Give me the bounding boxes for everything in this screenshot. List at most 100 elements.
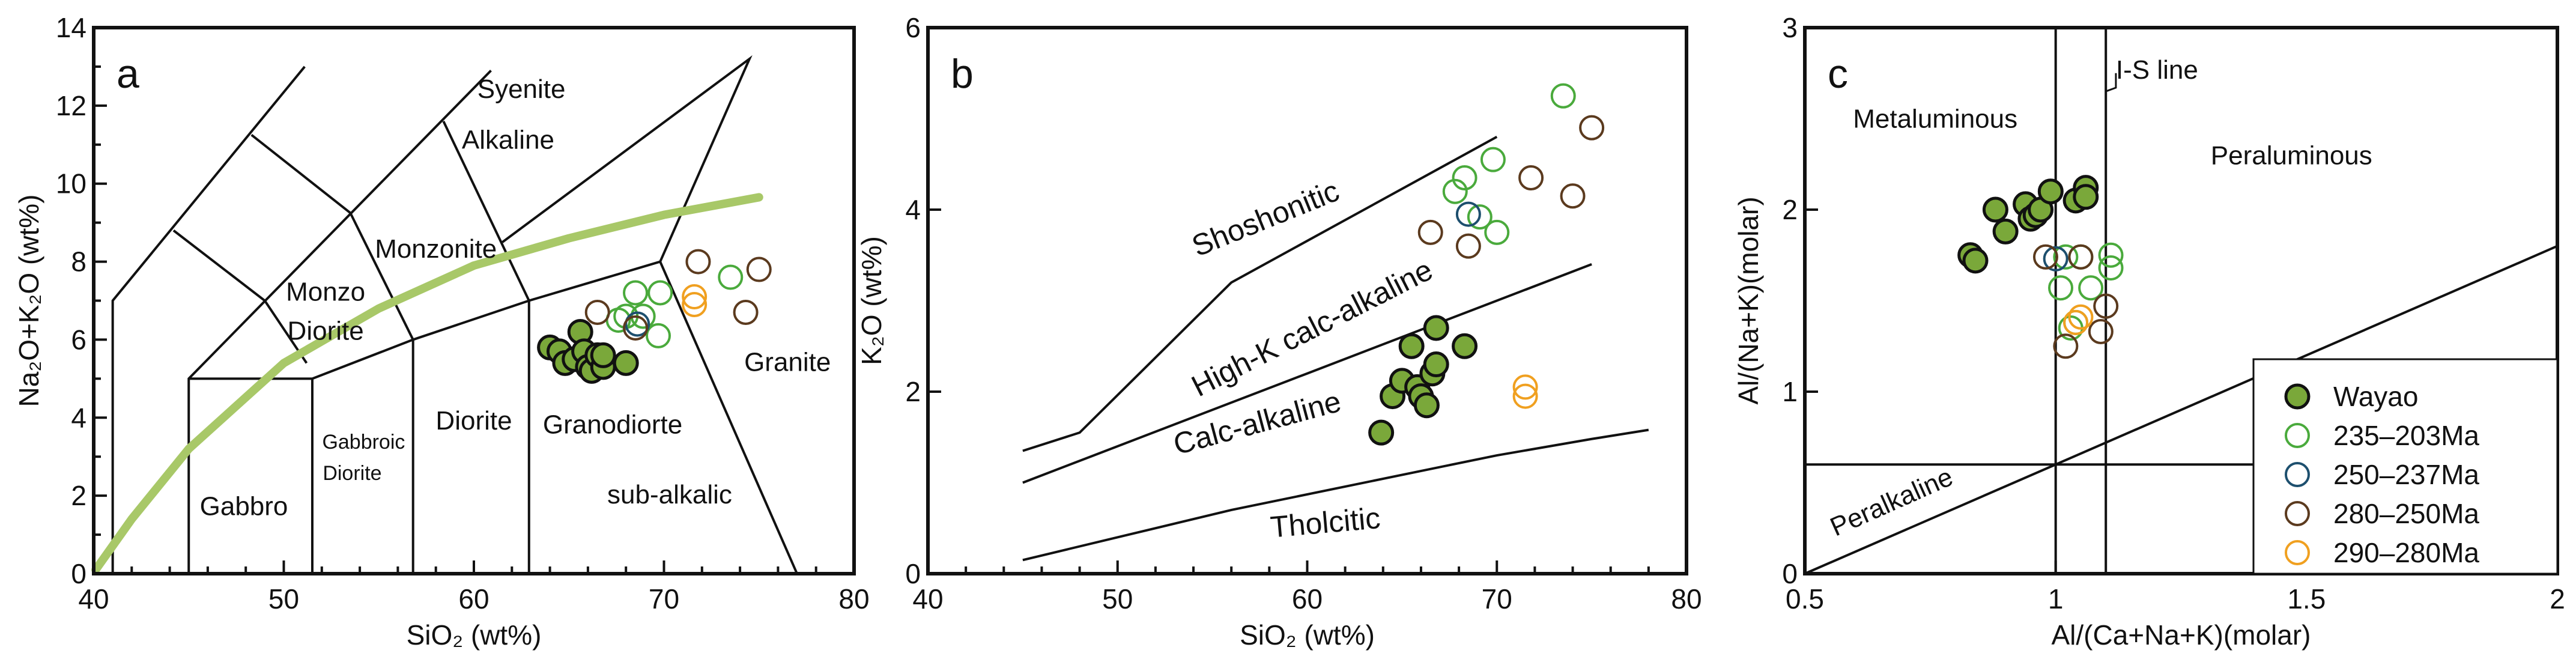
data-point-235-203ma — [623, 280, 649, 306]
data-point-235-203ma — [2098, 255, 2124, 281]
field-boundary-line — [442, 120, 530, 302]
data-point-235-203ma — [646, 323, 671, 348]
x-tick-label: 40 — [912, 583, 943, 615]
data-point-250-237ma — [2043, 246, 2068, 272]
x-tick-label: 60 — [458, 583, 489, 615]
data-point-280-250ma — [746, 257, 772, 282]
field-label: Gabbro — [200, 492, 288, 521]
panel-letter: c — [1828, 51, 1848, 97]
data-point-wayao — [590, 342, 616, 368]
data-point-280-250ma — [1518, 165, 1544, 190]
legend-marker — [2285, 540, 2310, 565]
legend-marker — [2285, 462, 2310, 487]
legend-marker — [2285, 501, 2310, 526]
field-boundary-line — [1022, 428, 1649, 562]
legend-label: 280–250Ma — [2333, 498, 2479, 529]
x-tick-label: 80 — [1671, 583, 1702, 615]
y-tick-label: 6 — [905, 12, 921, 43]
data-point-wayao — [1423, 351, 1449, 378]
field-label: Alkaline — [462, 125, 554, 154]
data-point-290-280ma — [682, 284, 708, 310]
field-boundary-line — [250, 133, 414, 341]
data-point-235-203ma — [1467, 204, 1493, 230]
x-axis-label: Al/(Ca+Na+K)(molar) — [2052, 619, 2311, 651]
legend: Wayao 235–203Ma 250–237Ma 280–250Ma 290–280M… — [2252, 358, 2559, 575]
field-label: Diorite — [288, 316, 364, 345]
data-point-235-203ma — [2048, 275, 2074, 301]
data-point-280-250ma — [2053, 333, 2079, 359]
field-boundary-line — [502, 55, 798, 574]
field-label: Calc-alkaline — [1170, 384, 1345, 461]
field-label: Monzonite — [375, 234, 497, 264]
data-point-290-280ma — [2063, 309, 2089, 335]
data-point-wayao — [1368, 419, 1395, 446]
data-point-235-203ma — [718, 264, 744, 290]
data-point-wayao — [1982, 196, 2008, 223]
alkaline-subalkaline-curve — [91, 193, 763, 574]
field-label: Diorite — [323, 462, 381, 485]
field-boundary-line — [1022, 263, 1592, 484]
field-label: Diorite — [435, 406, 512, 436]
legend-marker — [2285, 423, 2310, 448]
y-tick-label: 0 — [1782, 558, 1798, 589]
data-point-280-250ma — [584, 299, 610, 325]
data-point-235-203ma — [1442, 178, 1468, 204]
field-label: Monzo — [286, 278, 365, 307]
data-point-wayao — [1992, 218, 2019, 244]
legend-marker — [2284, 383, 2311, 410]
data-point-280-250ma — [2032, 244, 2058, 270]
x-tick-label: 40 — [78, 583, 109, 615]
data-point-290-280ma — [2068, 304, 2094, 330]
data-point-280-250ma — [1455, 233, 1481, 259]
y-tick-label: 2 — [71, 480, 86, 511]
field-label: Metaluminous — [1853, 105, 2017, 134]
data-point-290-280ma — [682, 291, 708, 317]
data-point-280-250ma — [1417, 219, 1443, 245]
data-point-290-280ma — [1512, 374, 1538, 400]
field-label: I-S line — [2116, 55, 2198, 85]
field-boundary-line — [1022, 136, 1498, 452]
x-tick-label: 60 — [1292, 583, 1323, 615]
x-tick-label: 70 — [649, 583, 679, 615]
data-point-280-250ma — [1579, 115, 1605, 141]
y-tick-label: 3 — [1782, 12, 1798, 43]
y-tick-label: 6 — [71, 324, 86, 355]
x-tick-label: 1.5 — [2287, 583, 2326, 615]
plot-frame — [1803, 26, 2559, 575]
data-point-280-250ma — [2068, 244, 2094, 270]
data-point-wayao — [1962, 247, 1989, 274]
x-tick-label: 70 — [1482, 583, 1512, 615]
data-point-280-250ma — [623, 315, 649, 341]
y-tick-label: 0 — [71, 558, 86, 589]
x-tick-label: 50 — [268, 583, 299, 615]
field-boundary-line — [1804, 244, 2558, 575]
panel-letter: a — [117, 51, 139, 97]
legend-label: 290–280Ma — [2333, 537, 2479, 568]
data-point-280-250ma — [1560, 183, 1586, 209]
data-point-235-203ma — [2078, 275, 2104, 301]
x-axis-label: SiO₂ (wt%) — [1240, 619, 1375, 651]
legend-label: 250–237Ma — [2333, 459, 2479, 490]
field-boundary-line — [111, 65, 306, 574]
y-tick-label: 2 — [905, 376, 921, 407]
y-axis-label: Al/(Na+K)(molar) — [1733, 196, 1764, 404]
x-tick-label: 50 — [1102, 583, 1133, 615]
data-point-235-203ma — [647, 280, 673, 306]
data-point-235-203ma — [1480, 147, 1506, 172]
y-tick-label: 1 — [1782, 376, 1798, 407]
field-label: Gabbroic — [322, 431, 405, 454]
x-tick-label: 1 — [2048, 583, 2064, 615]
data-point-235-203ma — [1484, 219, 1510, 245]
y-tick-label: 4 — [71, 402, 86, 433]
data-point-280-250ma — [733, 299, 759, 325]
y-axis-label: Na₂O+K₂O (wt%) — [13, 195, 44, 407]
data-point-wayao — [2037, 178, 2064, 205]
data-point-235-203ma — [1452, 165, 1477, 190]
field-label: Syenite — [477, 74, 566, 104]
x-tick-label: 80 — [838, 583, 869, 615]
panel-letter: b — [951, 51, 974, 97]
data-point-280-250ma — [2093, 293, 2119, 319]
legend-label: 235–203Ma — [2333, 420, 2479, 451]
